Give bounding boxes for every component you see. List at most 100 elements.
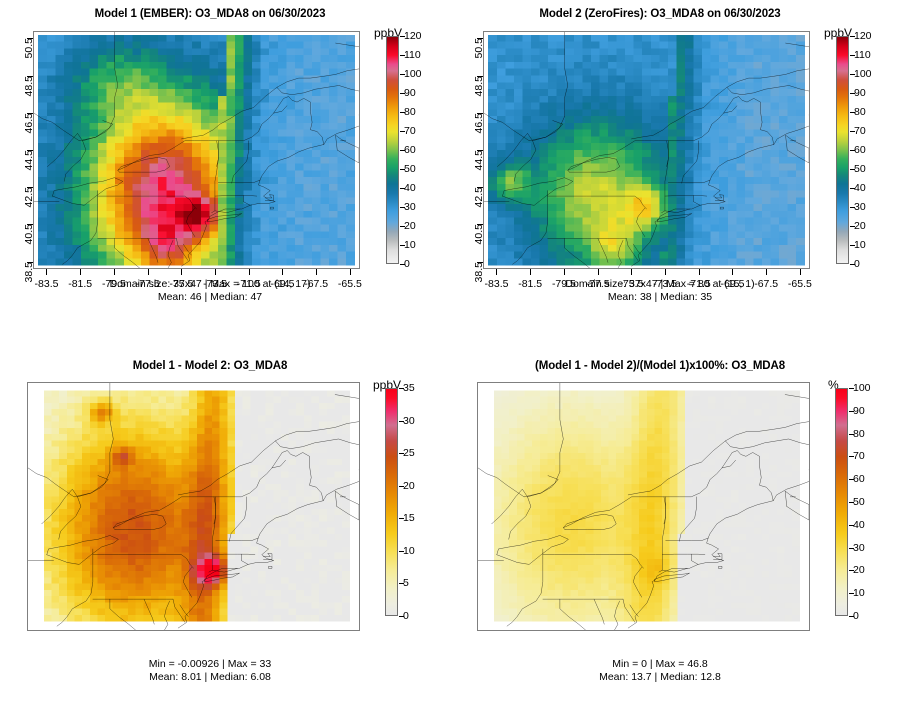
map-plot-model2-zerofires[interactable] [483, 31, 810, 269]
x-tick-label: -73.5 [203, 278, 227, 290]
caption-line-2: Mean: 38 | Median: 35 [607, 290, 713, 303]
map-raster-model2-zerofires [484, 32, 809, 268]
colorbar-tickmark [849, 547, 854, 549]
colorbar-tick-label: 60 [854, 144, 866, 156]
x-tickmark [113, 269, 115, 275]
x-tickmark [597, 269, 599, 275]
colorbar-tick-label: 80 [853, 427, 865, 440]
colorbar-tickmark [400, 207, 405, 208]
map-plot-difference[interactable] [27, 382, 360, 631]
y-tickmark [27, 38, 33, 40]
colorbar-tick-label: 5 [403, 577, 409, 590]
y-tickmark [27, 187, 33, 189]
colorbar-tick-label: 0 [853, 610, 859, 622]
x-tickmark [631, 269, 633, 275]
colorbar-tick-label: 0 [854, 258, 860, 270]
panel-title-difference: Model 1 - Model 2: O3_MDA8 [132, 360, 288, 372]
colorbar-tickmark [850, 112, 855, 113]
y-tickmark [477, 75, 483, 77]
x-tick-label: -69.5 [720, 278, 745, 290]
colorbar-tick-label: 30 [403, 414, 415, 427]
colorbar-tick-label: 50 [853, 496, 865, 508]
y-tickmark [27, 112, 33, 114]
y-tick-label: 42.5 [23, 187, 36, 208]
y-tick-label: 46.5 [23, 112, 36, 134]
colorbar-tick-label: 40 [854, 182, 866, 194]
x-tick-label: -77.5 [135, 278, 160, 290]
x-tick-label: -67.5 [754, 278, 779, 290]
colorbar-tickmark [399, 453, 404, 455]
x-tickmark [496, 269, 498, 275]
x-tickmark [248, 269, 250, 275]
map-plot-model1-ember[interactable] [33, 31, 360, 269]
colorbar-tickmark [400, 150, 405, 151]
colorbar-tickmark [850, 150, 855, 151]
colorbar-tick-label: 15 [403, 512, 415, 525]
colorbar-tickmark [850, 169, 855, 170]
colorbar-gradient-percent-difference[interactable] [835, 388, 848, 616]
colorbar-tick-label: 30 [854, 201, 866, 213]
colorbar-tick-label: 90 [404, 87, 416, 99]
colorbar-tick-label: 40 [853, 518, 865, 531]
x-tick-label: -77.5 [585, 278, 610, 290]
x-tickmark [80, 269, 82, 275]
colorbar-tickmark [850, 55, 855, 56]
colorbar-tickmark [399, 550, 404, 552]
x-tick-label: -75.5 [619, 278, 644, 290]
colorbar-tick-label: 50 [854, 163, 866, 175]
panel-title-model2-zerofires: Model 2 (ZeroFires): O3_MDA8 on 06/30/20… [539, 8, 781, 20]
x-tick-label: -79.5 [101, 278, 126, 290]
colorbar-tickmark [850, 226, 855, 227]
colorbar-tickmark [400, 112, 405, 113]
colorbar-gradient-difference[interactable] [385, 388, 398, 616]
colorbar-tickmark [400, 55, 405, 56]
colorbar-unit-percent-difference: % [828, 378, 839, 392]
colorbar-tick-label: 120 [854, 30, 872, 42]
panel-title-model1-ember: Model 1 (EMBER): O3_MDA8 on 06/30/2023 [94, 8, 326, 20]
colorbar-tickmark [399, 388, 404, 389]
colorbar-tickmark [850, 131, 855, 132]
caption-line-2: Mean: 46 | Median: 47 [157, 290, 263, 303]
y-tickmark [477, 112, 483, 114]
colorbar-tickmark [399, 420, 404, 422]
caption-line-1: Domain size: 37x47 | Max = 100 at (14, 1… [109, 278, 311, 290]
colorbar-tick-label: 10 [853, 587, 865, 600]
panel-caption-percent-difference: Min = 0 | Max = 46.8 Mean: 13.7 | Median:… [450, 658, 870, 683]
y-tickmark [477, 187, 483, 189]
colorbar-gradient-model1-ember[interactable] [386, 36, 399, 264]
colorbar-tickmark [399, 616, 404, 617]
colorbar-tick-label: 60 [853, 473, 865, 486]
x-tick-label: -79.5 [551, 278, 576, 290]
x-tick-label: -69.5 [270, 278, 295, 290]
colorbar-tickmark [400, 169, 405, 170]
colorbar-tick-label: 20 [403, 479, 415, 492]
x-tick-label: -67.5 [304, 278, 329, 290]
colorbar-tickmark [849, 524, 854, 526]
colorbar-tick-label: 70 [854, 125, 866, 137]
colorbar-tick-label: 70 [404, 125, 416, 137]
y-tickmark [477, 261, 483, 263]
y-tickmark [477, 224, 483, 226]
x-tickmark [799, 269, 801, 275]
x-tick-label: -65.5 [337, 278, 362, 290]
colorbar-tickmark [850, 188, 855, 189]
colorbar-tickmark [849, 502, 854, 503]
colorbar-gradient-model2-zerofires[interactable] [836, 36, 849, 264]
colorbar-tick-label: 25 [403, 447, 415, 460]
x-tick-label: -73.5 [653, 278, 677, 290]
caption-line-1: Min = -0.00926 | Max = 33 [148, 658, 272, 670]
colorbar-tickmark [850, 36, 855, 37]
x-tickmark [349, 269, 351, 275]
y-tickmark [27, 261, 33, 263]
colorbar-tick-label: 100 [853, 382, 871, 394]
colorbar-tick-label: 20 [404, 220, 416, 232]
colorbar-tickmark [399, 485, 404, 487]
x-tickmark [316, 269, 318, 275]
x-tickmark [46, 269, 48, 275]
colorbar-tick-label: 40 [404, 182, 416, 194]
map-raster-difference [28, 383, 359, 630]
colorbar-tick-label: 90 [853, 404, 865, 417]
colorbar-tick-label: 20 [854, 220, 866, 232]
y-tick-label: 50.5 [23, 38, 36, 59]
map-plot-percent-difference[interactable] [477, 382, 810, 631]
